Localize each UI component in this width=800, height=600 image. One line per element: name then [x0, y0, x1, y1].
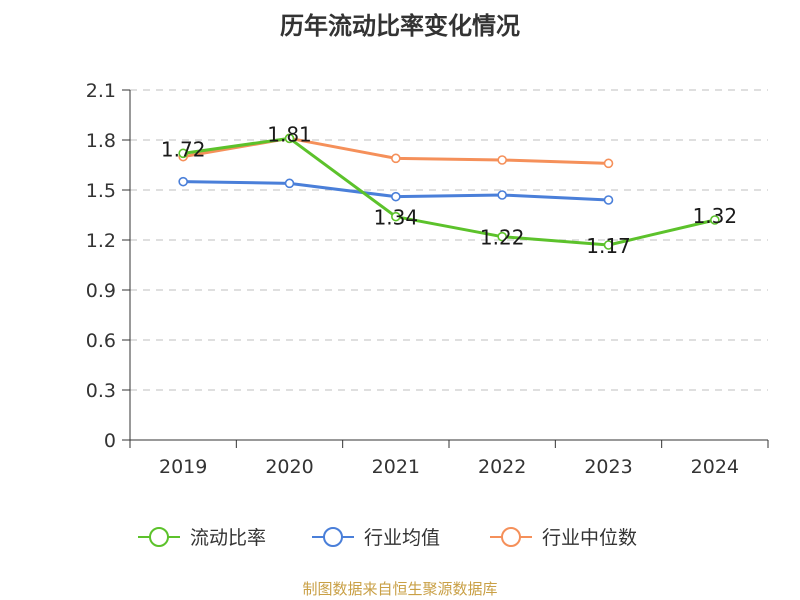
data-point: [284, 178, 295, 189]
legend-marker: [501, 527, 521, 547]
legend-item[interactable]: 行业均值: [312, 527, 440, 549]
data-label: 1.22: [480, 226, 525, 250]
data-label: 1.81: [267, 122, 312, 146]
x-tick-label: 2024: [691, 456, 739, 478]
series-line-0: [182, 136, 716, 247]
data-point: [178, 148, 188, 159]
y-tick-label: 1.5: [86, 180, 116, 202]
data-label: 1.17: [586, 234, 631, 258]
data-point: [710, 215, 720, 225]
legend-item[interactable]: 流动比率: [138, 527, 266, 549]
grid-lines: [130, 89, 768, 391]
data-point: [284, 133, 295, 144]
data-point: [603, 240, 614, 250]
series-layer: [178, 133, 720, 250]
data-point: [603, 158, 614, 169]
x-tick-label: 2020: [265, 456, 313, 478]
y-tick-label: 0: [104, 430, 116, 452]
y-tick-label: 1.8: [86, 130, 116, 152]
data-point: [603, 195, 614, 205]
data-labels: 1.72 1.81 1.34 1.22 1.17 1.32: [161, 122, 737, 258]
legend-item[interactable]: 行业中位数: [490, 527, 637, 549]
data-point: [391, 211, 401, 222]
legend-label: 行业中位数: [542, 527, 637, 549]
data-point: [391, 191, 401, 202]
data-point: [497, 190, 507, 200]
y-tick-label: 2.1: [86, 80, 116, 102]
data-point: [497, 231, 507, 242]
chart-title: 历年流动比率变化情况: [280, 12, 520, 40]
x-tick-label: 2022: [478, 456, 526, 478]
source-note: 制图数据来自恒生聚源数据库: [302, 580, 497, 598]
legend-label: 行业均值: [364, 527, 440, 549]
legend-marker: [323, 527, 343, 547]
data-point: [497, 155, 507, 165]
x-tick-label: 2019: [159, 456, 207, 478]
x-tick-label: 2023: [584, 456, 632, 478]
data-label: 1.32: [693, 204, 738, 228]
y-tick-label: 0.3: [86, 380, 116, 402]
legend-label: 流动比率: [190, 527, 266, 549]
legend: 流动比率 行业均值 行业中位数: [138, 527, 637, 549]
axes: 0 0.3 0.6 0.9 1.2 1.5 1.8 2.1 2019 2020 2021 2022 20…: [86, 80, 769, 478]
data-point: [178, 176, 188, 187]
data-point: [391, 153, 401, 164]
legend-marker: [149, 527, 169, 547]
data-label: 1.34: [374, 206, 419, 230]
data-label: 1.72: [161, 137, 206, 161]
y-tick-label: 0.6: [86, 330, 116, 352]
x-tick-label: 2021: [372, 456, 420, 478]
y-tick-label: 0.9: [86, 280, 116, 302]
y-tick-label: 1.2: [86, 230, 116, 252]
